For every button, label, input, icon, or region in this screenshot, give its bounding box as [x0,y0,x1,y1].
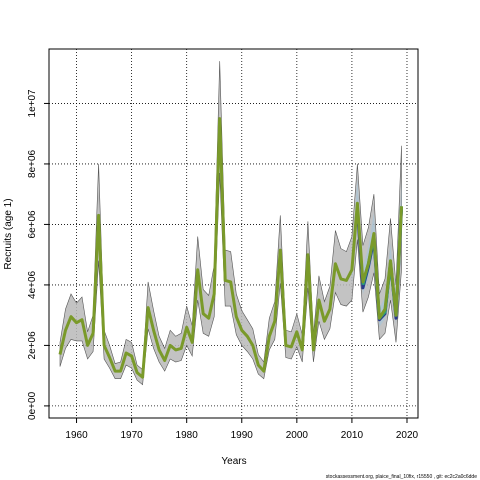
band-layer [59,61,402,386]
x-tick-label: 1980 [176,430,199,441]
y-tick-label: 4e+06 [27,270,38,299]
y-tick-label: 2e+06 [27,331,38,360]
x-tick-label: 2010 [341,430,364,441]
x-tick-label: 1960 [65,430,88,441]
footer-credit: stockassessment.org, plaice_final_10fix,… [326,474,477,480]
series-line [58,117,403,379]
line-layer [58,117,403,379]
retro-band [351,178,402,327]
x-tick-label: 1970 [120,430,143,441]
x-axis: 1960 1970 1980 1990 2000 2010 2020 [65,418,419,441]
y-tick-label: 0e+00 [27,391,38,420]
x-tick-label: 2000 [286,430,309,441]
x-tick-label: 2020 [396,430,419,441]
y-tick-label: 8e+06 [27,149,38,178]
y-axis-title: Recruits (age 1) [3,198,14,269]
y-axis: 0e+00 2e+06 4e+06 6e+06 8e+06 1e+07 [27,89,49,420]
y-tick-label: 1e+07 [27,89,38,118]
confidence-band [59,61,402,386]
x-tick-label: 1990 [231,430,254,441]
plot-frame [48,48,419,419]
x-axis-title: Years [221,456,246,467]
y-tick-label: 6e+06 [27,210,38,239]
